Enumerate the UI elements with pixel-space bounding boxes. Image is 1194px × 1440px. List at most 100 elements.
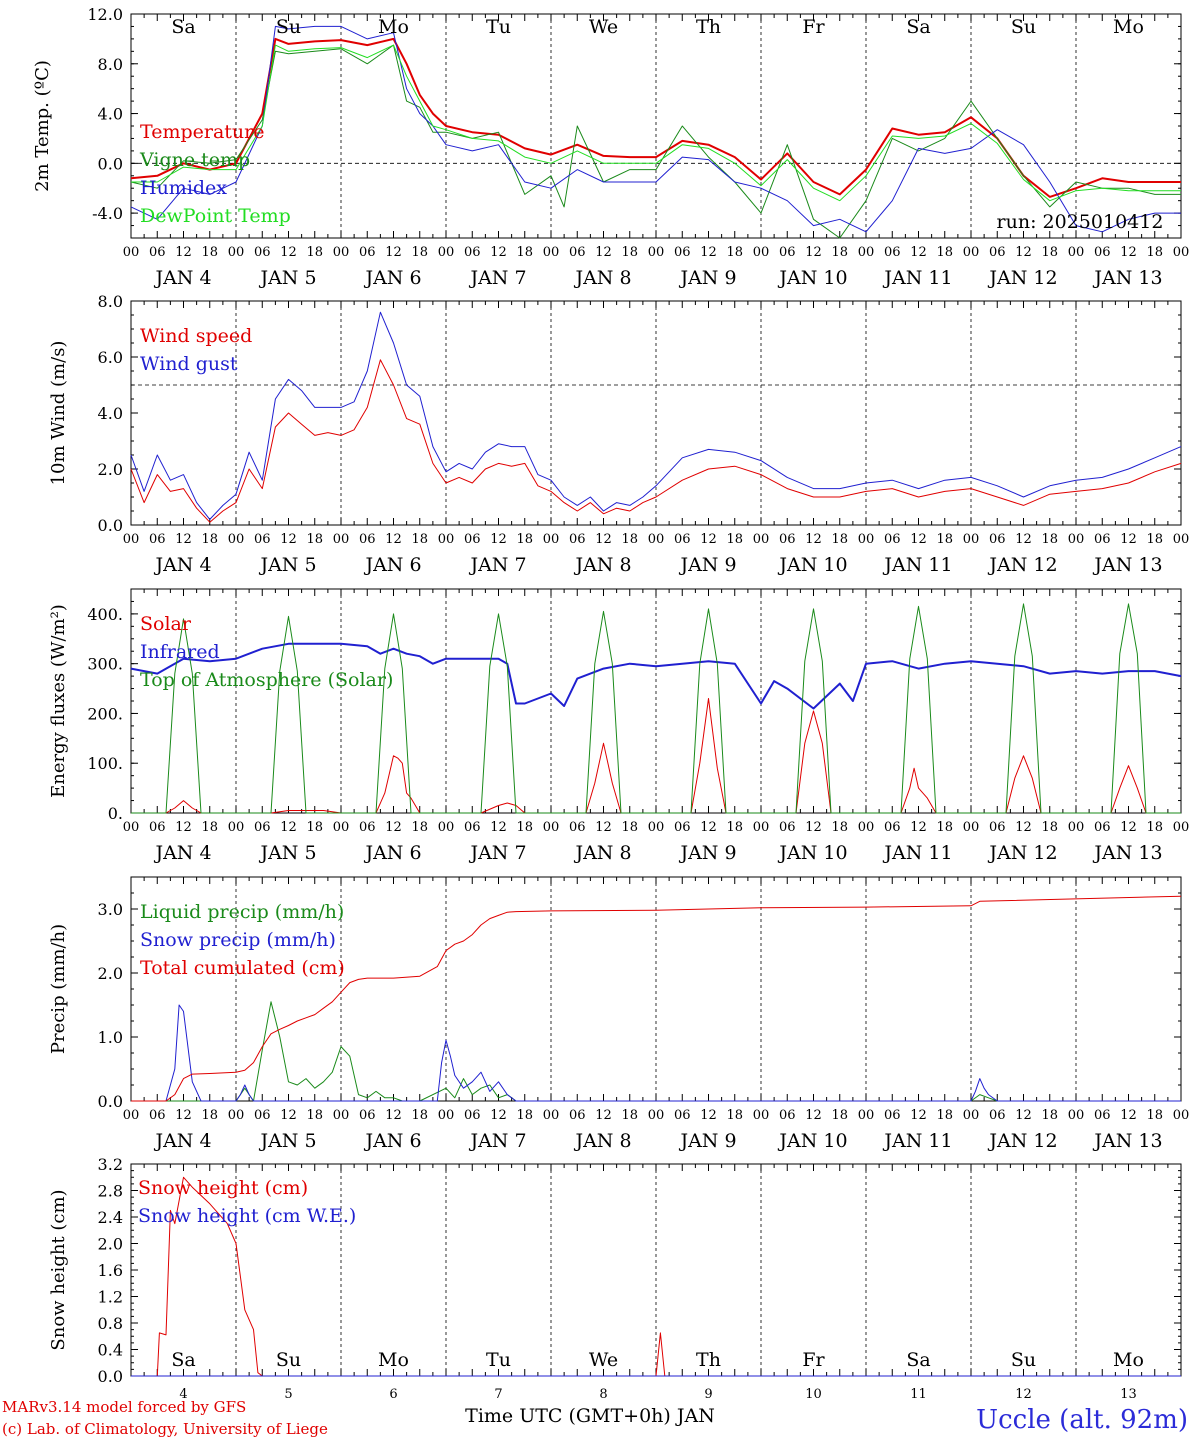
date-label: JAN 5 [258,267,316,289]
day-number-label: 9 [704,1387,712,1402]
hour-tick-label: 06 [1094,1108,1111,1123]
hour-tick-label: 18 [621,245,638,260]
hour-tick-label: 18 [831,1108,848,1123]
hour-tick-label: 12 [910,820,927,835]
hour-tick-label: 00 [543,245,560,260]
hour-tick-label: 00 [228,532,245,547]
date-label: JAN 8 [573,1130,631,1152]
hour-tick-label: 00 [753,532,770,547]
y-tick-label: 0.8 [98,1314,123,1333]
hour-tick-label: 06 [674,1108,691,1123]
hour-tick-label: 12 [700,1108,717,1123]
hour-tick-label: 18 [411,1108,428,1123]
legend-entry: Snow height (cm W.E.) [138,1205,356,1227]
hour-tick-label: 00 [438,820,455,835]
hour-tick-label: 18 [411,820,428,835]
hour-tick-label: 06 [569,532,586,547]
hour-tick-label: 18 [936,820,953,835]
hour-tick-label: 12 [280,820,297,835]
hour-tick-label: 00 [753,245,770,260]
hour-tick-label: 00 [438,245,455,260]
hour-tick-label: 06 [569,245,586,260]
hour-tick-label: 18 [936,532,953,547]
y-tick-label: 0. [108,804,123,823]
hour-tick-label: 00 [438,1108,455,1123]
hour-tick-label: 00 [228,245,245,260]
hour-tick-label: 00 [963,820,980,835]
hour-tick-label: 18 [306,532,323,547]
hour-tick-label: 06 [254,532,271,547]
panel-4: 3.0 2.0 1.0 0.0 Precip (mm/h) Liquid precip (… [48,876,1189,1152]
date-label: JAN 13 [1092,554,1162,576]
hour-tick-label: 06 [989,245,1006,260]
legend-entry: Snow precip (mm/h) [140,929,336,951]
date-label: JAN 7 [468,1130,526,1152]
hour-tick-label: 18 [726,1108,743,1123]
station-label: Uccle (alt. 92m) [976,1405,1188,1435]
series-line [131,603,1181,814]
hour-tick-label: 06 [359,1108,376,1123]
date-label: JAN 5 [258,1130,316,1152]
hour-tick-label: 18 [1146,820,1163,835]
date-label: JAN 11 [882,554,952,576]
date-label: JAN 6 [363,267,421,289]
hour-tick-label: 12 [490,1108,507,1123]
date-label: JAN 8 [573,554,631,576]
y-tick-label: 0.0 [98,154,123,173]
hour-tick-label: 00 [228,1108,245,1123]
hour-tick-label: 06 [1094,532,1111,547]
hour-tick-label: 12 [490,532,507,547]
y-tick-label: 8.0 [98,55,123,74]
date-label: JAN 11 [882,267,952,289]
hour-tick-label: 06 [149,245,166,260]
hour-tick-label: 06 [779,1108,796,1123]
hour-tick-label: 06 [149,1108,166,1123]
weekday-label: Sa [906,16,930,38]
hour-tick-label: 12 [175,820,192,835]
plot-frame [130,588,1182,814]
hour-tick-label: 12 [910,532,927,547]
series-line [130,25,1181,233]
hour-tick-label: 18 [201,1108,218,1123]
legend-entry: Solar [140,613,192,635]
hour-tick-label: 12 [280,532,297,547]
hour-tick-label: 12 [175,245,192,260]
series-line [130,311,1182,520]
copyright-credit: (c) Lab. of Climatology, University of L… [2,1420,328,1438]
y-tick-label: -4.0 [92,204,123,223]
day-number-label: 11 [910,1387,927,1402]
hour-tick-label: 06 [464,820,481,835]
hour-tick-label: 12 [385,532,402,547]
hour-tick-label: 18 [726,820,743,835]
hour-tick-label: 06 [884,532,901,547]
weekday-label: We [589,16,618,38]
hour-tick-label: 12 [700,820,717,835]
panel-1: 12.0 8.0 4.0 0.0 -4.0 2m Temp. (ºC) Temperatur… [32,5,1189,289]
hour-tick-label: 12 [280,245,297,260]
day-number-label: 12 [1015,1387,1032,1402]
hour-tick-label: 00 [333,1108,350,1123]
hour-tick-label: 00 [333,245,350,260]
hour-tick-label: 12 [1120,1108,1137,1123]
hour-tick-label: 00 [1173,532,1190,547]
hour-tick-label: 18 [726,532,743,547]
hour-tick-label: 06 [254,820,271,835]
weekday-label: Mo [1113,1349,1144,1371]
hour-tick-label: 18 [1146,1108,1163,1123]
series-line [131,1176,1181,1377]
hour-tick-label: 18 [306,245,323,260]
date-label: JAN 6 [363,554,421,576]
y-axis-label: Energy fluxes (W/m²) [48,604,69,798]
y-tick-label: 1.2 [98,1288,123,1307]
hour-tick-label: 06 [1094,245,1111,260]
weekday-label: Su [276,1349,301,1371]
hour-tick-label: 18 [1146,245,1163,260]
y-tick-label: 2.8 [98,1182,123,1201]
hour-tick-label: 00 [1068,245,1085,260]
y-tick-label: 300. [87,655,123,674]
hour-tick-label: 06 [254,1108,271,1123]
weekday-label: Su [276,16,301,38]
series-line [131,44,1181,202]
weekday-label: Fr [802,1349,825,1371]
